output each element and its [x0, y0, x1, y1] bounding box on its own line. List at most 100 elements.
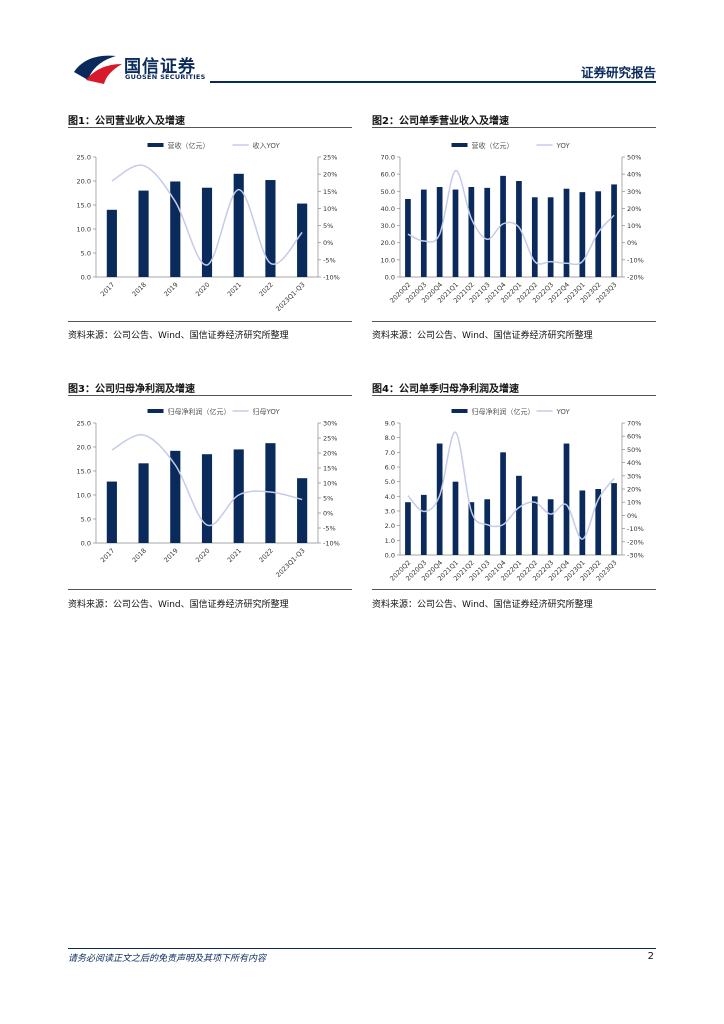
- bar: [297, 478, 308, 543]
- y-right-tick-label: -5%: [323, 256, 336, 264]
- bar: [233, 449, 244, 543]
- legend-line-label: 收入YOY: [253, 141, 281, 150]
- yoy-line: [407, 431, 615, 540]
- figure-4-title: 图4：公司单季归母净利润及增速: [372, 384, 519, 395]
- x-tick-label: 2019: [162, 281, 179, 298]
- report-type-label: 证券研究报告: [580, 65, 656, 80]
- y-left-tick-label: 6.0: [385, 464, 395, 472]
- logo-english-name: GUOSEN SECURITIES: [125, 73, 206, 81]
- legend-bar-label: 营收（亿元）: [472, 141, 514, 150]
- figure-3-source: 资料来源：公司公告、Wind、国信证券经济研究所整理: [68, 600, 289, 610]
- y-right-tick-label: 15%: [323, 465, 337, 473]
- bar: [468, 502, 475, 555]
- bar: [405, 199, 411, 277]
- y-right-tick-label: 40%: [627, 171, 641, 179]
- y-left-tick-label: 20.0: [77, 178, 91, 186]
- y-right-tick-label: -20%: [627, 538, 644, 546]
- y-left-tick-label: 40.0: [381, 205, 395, 213]
- y-left-tick-label: 10.0: [381, 256, 395, 264]
- bar: [611, 483, 617, 555]
- y-left-tick-label: 25.0: [77, 154, 91, 162]
- y-left-tick-label: 0.0: [81, 540, 91, 548]
- figure-1-top-rule: [68, 127, 352, 128]
- legend-bar-swatch: [147, 143, 164, 147]
- figure-2-bottom-rule: [372, 321, 656, 322]
- y-right-tick-label: 60%: [627, 433, 641, 441]
- legend-line-label: YOY: [556, 142, 571, 150]
- bar: [201, 454, 213, 543]
- y-left-tick-label: 9.0: [385, 420, 395, 428]
- legend-line-label: 归母YOY: [253, 407, 281, 416]
- footer-disclaimer: 请务必阅读正文之后的免责声明及其项下所有内容: [68, 954, 267, 964]
- y-right-tick-label: -10%: [323, 274, 340, 282]
- y-left-tick-label: 7.0: [385, 449, 395, 457]
- figure-1-source: 资料来源：公司公告、Wind、国信证券经济研究所整理: [68, 331, 289, 341]
- legend: 营收（亿元） YOY: [451, 141, 571, 150]
- y-right-tick-label: 0%: [323, 510, 333, 518]
- y-right-tick-label: 0%: [323, 239, 333, 247]
- y-left-tick-label: 30.0: [381, 222, 395, 230]
- bar: [452, 481, 459, 555]
- x-tick-label: 2018: [131, 281, 148, 298]
- y-right-tick-label: -10%: [627, 256, 644, 264]
- y-left-tick-label: 10.0: [77, 492, 91, 500]
- x-tick-label: 2023Q1-Q3: [274, 547, 306, 579]
- bar: [484, 187, 491, 277]
- yoy-line: [111, 434, 303, 527]
- y-right-tick-label: 20%: [627, 486, 641, 494]
- bar: [579, 192, 586, 277]
- bar: [484, 499, 491, 555]
- y-left-tick-label: 20.0: [381, 239, 395, 247]
- x-tick-label: 2018: [131, 547, 148, 564]
- bar: [297, 203, 308, 277]
- y-right-tick-label: 15%: [323, 188, 337, 196]
- bar: [436, 443, 443, 555]
- y-left-tick-label: 5.0: [81, 250, 91, 258]
- bar: [547, 499, 554, 555]
- x-tick-label: 2019: [162, 547, 179, 564]
- y-right-tick-label: 30%: [627, 188, 641, 196]
- x-tick-label: 2023Q1-Q3: [274, 281, 306, 313]
- bar: [579, 490, 586, 555]
- y-right-tick-label: 30%: [323, 420, 337, 428]
- page-number: 2: [647, 951, 654, 962]
- bar: [201, 187, 213, 277]
- figure-4-bottom-rule: [372, 589, 656, 590]
- y-right-tick-label: 50%: [627, 154, 641, 162]
- page-header: 国信证券 GUOSEN SECURITIES 证券研究报告: [0, 0, 724, 90]
- bar: [500, 452, 506, 555]
- y-right-tick-label: 10%: [627, 222, 641, 230]
- bar: [595, 489, 602, 555]
- bar: [106, 481, 117, 543]
- legend-bar-label: 归母净利润（亿元）: [168, 407, 231, 416]
- yoy-line: [111, 164, 303, 266]
- y-left-tick-label: 15.0: [77, 468, 91, 476]
- y-right-tick-label: 70%: [627, 420, 641, 428]
- bar: [547, 197, 554, 277]
- bar: [265, 443, 276, 543]
- figure-1-title: 图1：公司营业收入及增速: [68, 116, 185, 127]
- y-right-tick-label: 5%: [323, 222, 333, 230]
- y-left-tick-label: 3.0: [385, 508, 395, 516]
- y-right-tick-label: 0%: [627, 239, 637, 247]
- yoy-line: [407, 169, 615, 266]
- bar: [500, 175, 506, 277]
- y-left-tick-label: 50.0: [381, 188, 395, 196]
- logo-chinese-name: 国信证券: [124, 57, 196, 77]
- x-tick-label: 2022: [257, 547, 274, 564]
- figure-3-bottom-rule: [68, 589, 352, 590]
- legend-bar-label: 归母净利润（亿元）: [472, 407, 535, 416]
- footer-divider: [68, 948, 656, 949]
- x-tick-label: 2021: [226, 281, 243, 298]
- y-right-tick-label: -10%: [627, 525, 644, 533]
- x-tick-label: 2017: [99, 281, 116, 298]
- legend-bar-swatch: [147, 409, 164, 413]
- y-right-tick-label: 25%: [323, 435, 337, 443]
- figure-4-chart: 归母净利润（亿元） YOY 0.0 1.0 2.0 3.0 4.0 5.0 6.0 7.0 8.0 9…: [385, 407, 644, 583]
- bar: [516, 181, 522, 277]
- y-left-tick-label: 10.0: [77, 226, 91, 234]
- figure-2-source: 资料来源：公司公告、Wind、国信证券经济研究所整理: [372, 331, 593, 341]
- figure-1-chart: 营收（亿元） 收入YOY 0.0 5.0 10.0 15.0 20.0 25.0 -10% -5%…: [77, 141, 340, 313]
- legend: 营收（亿元） 收入YOY: [147, 141, 281, 150]
- bar: [452, 189, 459, 277]
